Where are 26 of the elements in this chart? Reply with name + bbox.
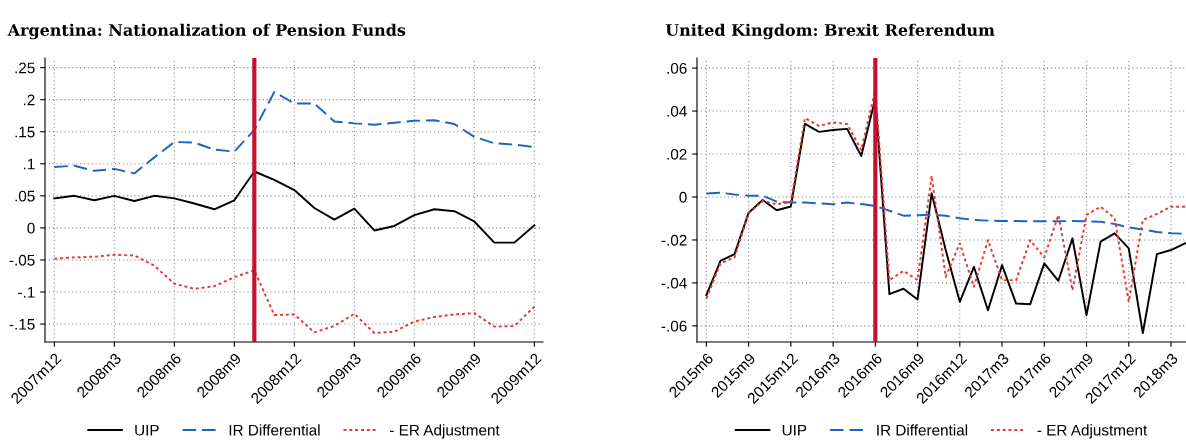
chart-title: United Kingdom: Brexit Referendum — [665, 23, 995, 40]
legend-label: IR Differential — [877, 424, 968, 436]
y-tick-label: -.05 — [9, 254, 35, 266]
y-tick-label: .2 — [23, 94, 35, 106]
legend-label: UIP — [135, 424, 159, 436]
legend-label: IR Differential — [229, 424, 320, 436]
y-tick-label: -.04 — [661, 277, 687, 289]
y-tick-label: -.02 — [661, 234, 687, 246]
y-tick-label: 0 — [27, 222, 35, 234]
legend-label: UIP — [782, 424, 807, 436]
y-tick-label: -.15 — [9, 319, 35, 330]
y-tick-label: 0 — [679, 191, 687, 203]
line-series — [53, 253, 536, 334]
y-tick-label: .04 — [667, 105, 687, 117]
line-series — [53, 170, 536, 244]
y-tick-label: .1 — [23, 158, 35, 170]
chart-title: Argentina: Nationalization of Pension Funds — [7, 23, 406, 40]
y-tick-label: .02 — [667, 148, 687, 160]
y-tick-label: .15 — [15, 126, 35, 138]
y-tick-label: .05 — [15, 190, 35, 202]
y-tick-label: .06 — [667, 62, 687, 74]
legend-label: - ER Adjustment — [390, 424, 500, 439]
y-tick-label: .25 — [15, 62, 35, 74]
legend-label: - ER Adjustment — [1037, 424, 1148, 439]
y-tick-label: -.1 — [18, 287, 35, 298]
y-tick-label: -.06 — [661, 320, 687, 332]
